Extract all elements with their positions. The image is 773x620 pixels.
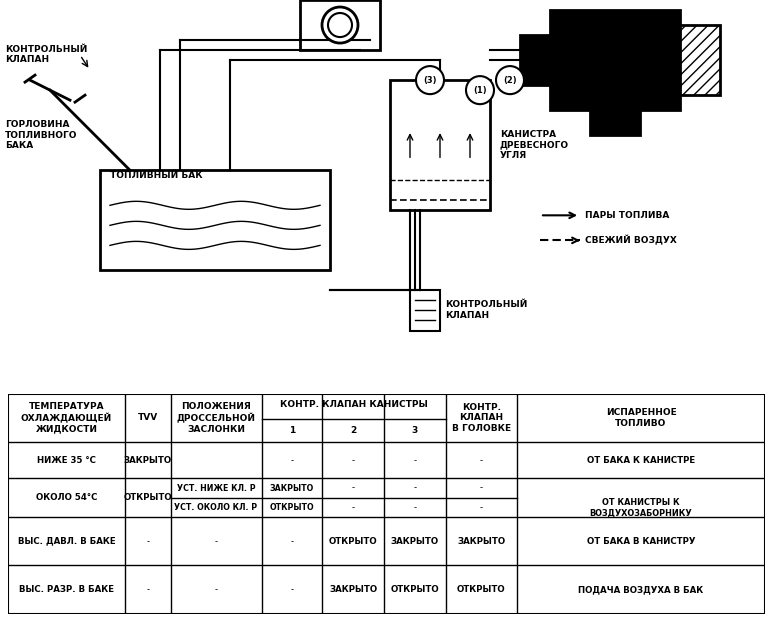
Text: КАНИСТРА
ДРЕВЕСНОГО
УГЛЯ: КАНИСТРА ДРЕВЕСНОГО УГЛЯ [500, 130, 569, 160]
Text: -: - [352, 484, 355, 492]
Bar [550, 10, 680, 110]
Text: 1: 1 [288, 426, 295, 435]
Text: ОТ КАНИСТРЫ К
ВОЗДУХОЗАБОРНИКУ: ОТ КАНИСТРЫ К ВОЗДУХОЗАБОРНИКУ [590, 498, 693, 517]
Circle shape [416, 66, 444, 94]
Text: -: - [414, 484, 417, 492]
Bar [300, 0, 380, 50]
Text: -: - [290, 537, 294, 546]
Text: ЗАКРЫТО: ЗАКРЫТО [124, 456, 172, 465]
Bar [590, 110, 640, 135]
Text: ПОДАЧА ВОЗДУХА В БАК: ПОДАЧА ВОЗДУХА В БАК [578, 585, 703, 594]
Text: ЗАКРЫТО: ЗАКРЫТО [457, 537, 506, 546]
Circle shape [466, 76, 494, 104]
Text: КОНТРОЛЬНЫЙ
КЛАПАН: КОНТРОЛЬНЫЙ КЛАПАН [445, 301, 527, 320]
Text: -: - [146, 585, 149, 594]
Text: КОНТР.
КЛАПАН
В ГОЛОВКЕ: КОНТР. КЛАПАН В ГОЛОВКЕ [451, 403, 511, 433]
Circle shape [322, 7, 358, 43]
Bar [100, 170, 330, 270]
Text: (3): (3) [424, 76, 437, 84]
Text: ЗАКРЫТО: ЗАКРЫТО [391, 537, 439, 546]
Circle shape [496, 66, 524, 94]
Text: -: - [290, 456, 294, 465]
Text: 2: 2 [350, 426, 356, 435]
Text: -: - [479, 503, 483, 512]
Text: ОТКРЫТО: ОТКРЫТО [457, 585, 506, 594]
Text: ЗАКРЫТО: ЗАКРЫТО [329, 585, 377, 594]
Text: ГОРЛОВИНА
ТОПЛИВНОГО
БАКА: ГОРЛОВИНА ТОПЛИВНОГО БАКА [5, 120, 77, 150]
Text: -: - [352, 503, 355, 512]
Text: -: - [214, 585, 218, 594]
Text: (1): (1) [473, 86, 487, 95]
Text: -: - [214, 537, 218, 546]
Text: -: - [414, 456, 417, 465]
Text: ЗАКРЫТО: ЗАКРЫТО [270, 484, 314, 492]
Text: -: - [352, 456, 355, 465]
Text: -: - [290, 585, 294, 594]
Text: -: - [479, 456, 483, 465]
Text: ВЫС. ДАВЛ. В БАКЕ: ВЫС. ДАВЛ. В БАКЕ [18, 537, 115, 546]
Text: ОТ БАКА К КАНИСТРЕ: ОТ БАКА К КАНИСТРЕ [587, 456, 695, 465]
Bar [680, 25, 720, 95]
Text: 3: 3 [412, 426, 418, 435]
Bar [520, 35, 550, 85]
Text: ПОЛОЖЕНИЯ
ДРОССЕЛЬНОЙ
ЗАСЛОНКИ: ПОЛОЖЕНИЯ ДРОССЕЛЬНОЙ ЗАСЛОНКИ [176, 402, 256, 433]
Text: ИСПАРЕННОЕ
ТОПЛИВО: ИСПАРЕННОЕ ТОПЛИВО [606, 408, 676, 428]
Text: ВЫС. РАЗР. В БАКЕ: ВЫС. РАЗР. В БАКЕ [19, 585, 114, 594]
Text: ТЕМПЕРАТУРА
ОХЛАЖДАЮЩЕЙ
ЖИДКОСТИ: ТЕМПЕРАТУРА ОХЛАЖДАЮЩЕЙ ЖИДКОСТИ [21, 402, 112, 433]
Text: ОТКРЫТО: ОТКРЫТО [124, 493, 172, 502]
Text: TVV: TVV [138, 414, 158, 422]
Text: ОТКРЫТО: ОТКРЫТО [390, 585, 439, 594]
Text: -: - [146, 537, 149, 546]
Text: ОТ БАКА В КАНИСТРУ: ОТ БАКА В КАНИСТРУ [587, 537, 695, 546]
Text: УСТ. НИЖЕ КЛ. Р: УСТ. НИЖЕ КЛ. Р [177, 484, 255, 492]
Text: -: - [479, 484, 483, 492]
Text: СВЕЖИЙ ВОЗДУХ: СВЕЖИЙ ВОЗДУХ [585, 235, 677, 246]
Bar [410, 290, 440, 330]
Text: КОНТР. КЛАПАН КАНИСТРЫ: КОНТР. КЛАПАН КАНИСТРЫ [280, 400, 427, 409]
Text: КЛАПАН Р: КЛАПАН Р [560, 0, 614, 2]
Text: УСТ. ОКОЛО КЛ. Р: УСТ. ОКОЛО КЛ. Р [175, 503, 257, 512]
Text: ПАРЫ ТОПЛИВА: ПАРЫ ТОПЛИВА [585, 211, 669, 220]
Text: ТОПЛИВНЫЙ БАК: ТОПЛИВНЫЙ БАК [110, 170, 203, 180]
Bar [390, 80, 490, 210]
Text: ОТКРЫТО: ОТКРЫТО [270, 503, 314, 512]
Text: НИЖЕ 35 °С: НИЖЕ 35 °С [37, 456, 96, 465]
Text: ОКОЛО 54°С: ОКОЛО 54°С [36, 493, 97, 502]
Text: ОТКРЫТО: ОТКРЫТО [329, 537, 377, 546]
Circle shape [328, 13, 352, 37]
Text: КОНТРОЛЬНЫЙ
КЛАПАН: КОНТРОЛЬНЫЙ КЛАПАН [5, 45, 87, 64]
Text: (2): (2) [503, 76, 517, 84]
Text: -: - [414, 503, 417, 512]
